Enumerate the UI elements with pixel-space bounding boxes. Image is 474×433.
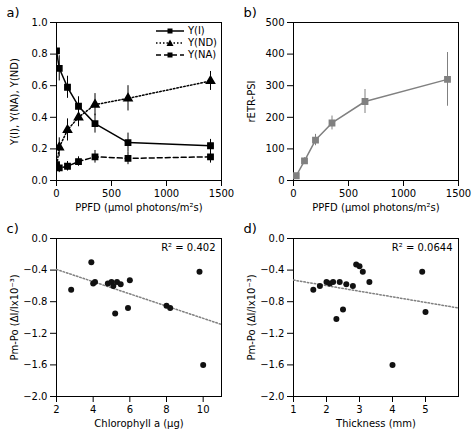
svg-text:R² = 0.402: R² = 0.402 bbox=[161, 242, 215, 253]
svg-text:4: 4 bbox=[389, 404, 395, 415]
svg-text:6: 6 bbox=[127, 404, 133, 415]
svg-text:0: 0 bbox=[290, 188, 296, 199]
svg-text:PPFD (μmol photons/m²s): PPFD (μmol photons/m²s) bbox=[312, 202, 439, 213]
svg-text:3: 3 bbox=[356, 404, 362, 415]
svg-text:−2.0: −2.0 bbox=[260, 391, 284, 402]
svg-text:−1.2: −1.2 bbox=[23, 328, 47, 339]
svg-text:−1.6: −1.6 bbox=[260, 359, 284, 370]
svg-text:−2.0: −2.0 bbox=[23, 391, 47, 402]
svg-text:1500: 1500 bbox=[209, 188, 234, 199]
svg-text:2: 2 bbox=[53, 404, 59, 415]
svg-text:0.2: 0.2 bbox=[32, 143, 48, 154]
svg-text:0.0: 0.0 bbox=[32, 233, 48, 244]
svg-text:0: 0 bbox=[278, 175, 284, 186]
svg-text:2: 2 bbox=[323, 404, 329, 415]
svg-text:−0.4: −0.4 bbox=[23, 264, 47, 275]
svg-text:200: 200 bbox=[265, 112, 284, 123]
svg-text:0.8: 0.8 bbox=[32, 48, 48, 59]
svg-text:0.0: 0.0 bbox=[32, 175, 48, 186]
svg-text:−1.2: −1.2 bbox=[260, 328, 284, 339]
svg-text:0.0: 0.0 bbox=[269, 233, 285, 244]
svg-text:400: 400 bbox=[265, 48, 284, 59]
svg-text:4: 4 bbox=[90, 404, 96, 415]
svg-text:500: 500 bbox=[265, 17, 284, 28]
svg-text:1: 1 bbox=[290, 404, 296, 415]
svg-text:Pm-Po (ΔI/Ix10⁻³): Pm-Po (ΔI/Ix10⁻³) bbox=[246, 274, 257, 360]
svg-text:d): d) bbox=[244, 221, 257, 236]
svg-text:−0.8: −0.8 bbox=[260, 296, 284, 307]
svg-text:10: 10 bbox=[197, 404, 210, 415]
svg-text:a): a) bbox=[7, 5, 20, 20]
svg-text:R² = 0.0644: R² = 0.0644 bbox=[392, 242, 453, 253]
html-text:Y(ND): Y(ND) bbox=[187, 37, 217, 48]
svg-text:Chlorophyll a (μg): Chlorophyll a (μg) bbox=[94, 418, 183, 429]
svg-text:Y(I), Y(NA), Y(ND): Y(I), Y(NA), Y(ND) bbox=[9, 58, 20, 146]
html-text:Y(NA): Y(NA) bbox=[187, 49, 217, 60]
svg-text:1.0: 1.0 bbox=[32, 17, 48, 28]
svg-text:0: 0 bbox=[53, 188, 59, 199]
svg-text:500: 500 bbox=[339, 188, 358, 199]
svg-text:−0.4: −0.4 bbox=[260, 264, 284, 275]
svg-text:Pm-Po (ΔI/Ix10⁻³): Pm-Po (ΔI/Ix10⁻³) bbox=[9, 274, 20, 360]
svg-text:1500: 1500 bbox=[446, 188, 471, 199]
svg-text:5: 5 bbox=[422, 404, 428, 415]
svg-text:PPFD (μmol photons/m²s): PPFD (μmol photons/m²s) bbox=[75, 202, 202, 213]
svg-text:1000: 1000 bbox=[391, 188, 416, 199]
svg-text:300: 300 bbox=[265, 80, 284, 91]
svg-text:0.4: 0.4 bbox=[32, 112, 48, 123]
svg-text:0.6: 0.6 bbox=[32, 80, 48, 91]
svg-text:b): b) bbox=[244, 5, 257, 20]
svg-text:500: 500 bbox=[102, 188, 121, 199]
svg-text:rETR-PSI: rETR-PSI bbox=[246, 80, 257, 122]
svg-text:8: 8 bbox=[163, 404, 169, 415]
svg-text:Thickness (mm): Thickness (mm) bbox=[335, 418, 416, 429]
svg-text:1000: 1000 bbox=[154, 188, 179, 199]
svg-text:−1.6: −1.6 bbox=[23, 359, 47, 370]
svg-text:100: 100 bbox=[265, 143, 284, 154]
html-text:Y(I): Y(I) bbox=[187, 25, 205, 36]
svg-text:−0.8: −0.8 bbox=[23, 296, 47, 307]
svg-text:c): c) bbox=[7, 221, 19, 236]
